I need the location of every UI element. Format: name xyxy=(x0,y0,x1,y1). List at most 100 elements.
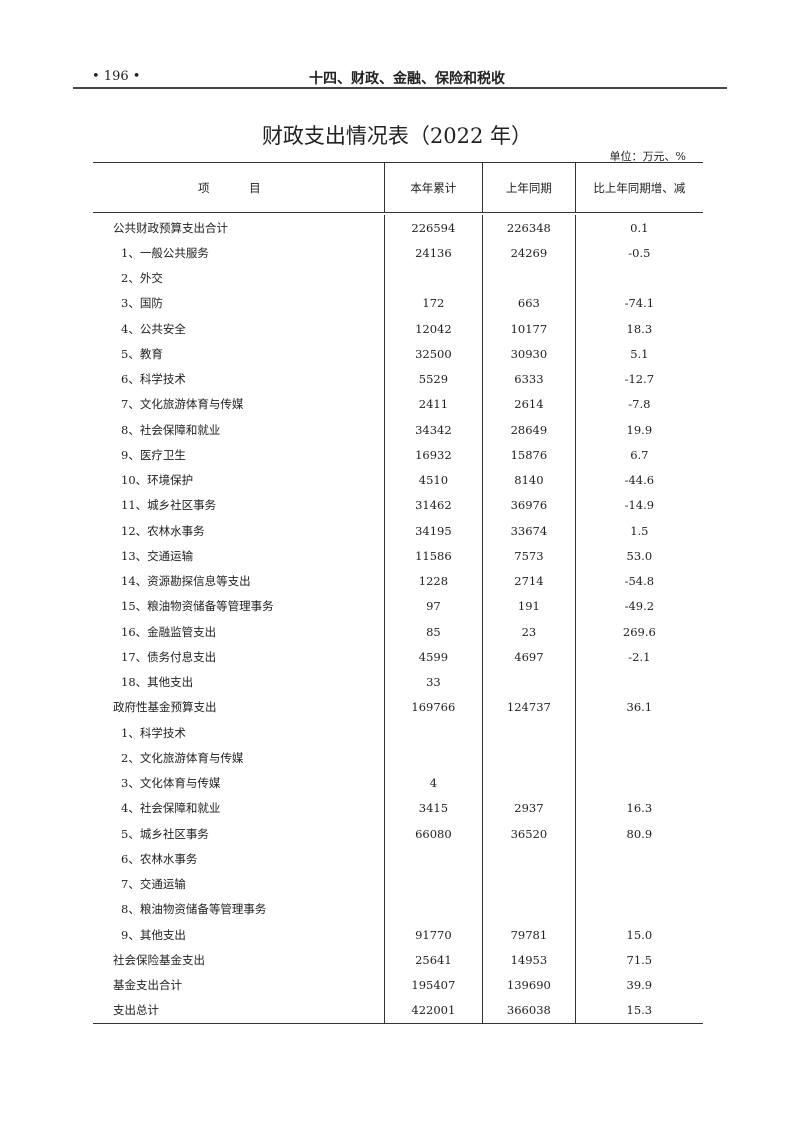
row-previous-value: 191 xyxy=(482,593,575,619)
row-item-label: 1、科学技术 xyxy=(121,725,186,740)
row-current-value: 5529 xyxy=(383,366,483,392)
row-current-value: 24136 xyxy=(383,240,483,266)
row-current-value: 16932 xyxy=(383,442,483,468)
table-row: 8、粮油物资储备等管理事务 xyxy=(93,896,703,922)
row-item-label: 2、外交 xyxy=(121,271,163,286)
row-previous-value: 6333 xyxy=(482,366,575,392)
row-previous-value: 226348 xyxy=(482,215,575,241)
row-previous-value: 139690 xyxy=(482,972,575,998)
row-previous-value: 79781 xyxy=(482,922,575,948)
row-change-value: 15.0 xyxy=(574,922,703,948)
row-item-label: 4、社会保障和就业 xyxy=(121,801,221,816)
row-change-value: -0.5 xyxy=(574,240,703,266)
row-item-label: 8、粮油物资储备等管理事务 xyxy=(121,902,267,917)
row-change-value: -49.2 xyxy=(574,593,703,619)
row-change-value: 80.9 xyxy=(574,821,703,847)
row-current-value xyxy=(383,720,483,746)
row-change-value: 19.9 xyxy=(574,417,703,443)
row-previous-value xyxy=(482,846,575,872)
row-change-value: -44.6 xyxy=(574,467,703,493)
table-row: 支出总计 422001 366038 15.3 xyxy=(93,997,703,1023)
row-item-label: 社会保险基金支出 xyxy=(113,952,205,967)
row-item-label: 5、城乡社区事务 xyxy=(121,826,209,841)
row-previous-value xyxy=(482,265,575,291)
table-row: 基金支出合计 195407 139690 39.9 xyxy=(93,972,703,998)
row-current-value: 34195 xyxy=(383,518,483,544)
row-current-value: 12042 xyxy=(383,316,483,342)
row-item-label: 14、资源勘探信息等支出 xyxy=(121,574,251,589)
column-header-change: 比上年同期增、减 xyxy=(574,163,703,212)
row-current-value: 172 xyxy=(383,290,483,316)
row-change-value: -2.1 xyxy=(574,644,703,670)
row-change-value: 39.9 xyxy=(574,972,703,998)
row-item-label: 5、教育 xyxy=(121,346,163,361)
row-change-value xyxy=(574,770,703,796)
table-row: 10、环境保护 4510 8140 -44.6 xyxy=(93,467,703,493)
row-change-value: 15.3 xyxy=(574,997,703,1023)
table-row: 18、其他支出 33 xyxy=(93,669,703,695)
header-rule xyxy=(73,87,727,89)
row-previous-value: 33674 xyxy=(482,518,575,544)
table-row: 4、社会保障和就业 3415 2937 16.3 xyxy=(93,795,703,821)
row-change-value: 1.5 xyxy=(574,518,703,544)
row-change-value xyxy=(574,846,703,872)
row-current-value: 4599 xyxy=(383,644,483,670)
page-number: • 196 • xyxy=(92,69,141,84)
row-current-value xyxy=(383,846,483,872)
row-item-label: 1、一般公共服务 xyxy=(121,245,209,260)
table-row: 6、科学技术 5529 6333 -12.7 xyxy=(93,366,703,392)
row-current-value xyxy=(383,896,483,922)
row-change-value: 5.1 xyxy=(574,341,703,367)
row-current-value: 25641 xyxy=(383,947,483,973)
row-previous-value: 366038 xyxy=(482,997,575,1023)
row-previous-value xyxy=(482,896,575,922)
row-current-value: 422001 xyxy=(383,997,483,1023)
expenditure-table: 项 目 本年累计 上年同期 比上年同期增、减 公共财政预算支出合计 226594 2… xyxy=(93,162,703,1024)
row-current-value xyxy=(383,265,483,291)
row-previous-value xyxy=(482,871,575,897)
row-change-value: 6.7 xyxy=(574,442,703,468)
chapter-heading: 十四、财政、金融、保险和税收 xyxy=(309,71,505,87)
row-item-label: 8、社会保障和就业 xyxy=(121,422,221,437)
row-current-value: 2411 xyxy=(383,391,483,417)
row-previous-value: 15876 xyxy=(482,442,575,468)
row-current-value: 85 xyxy=(383,619,483,645)
row-previous-value: 10177 xyxy=(482,316,575,342)
row-current-value: 91770 xyxy=(383,922,483,948)
row-item-label: 16、金融监管支出 xyxy=(121,624,217,639)
row-change-value xyxy=(574,896,703,922)
table-row: 5、教育 32500 30930 5.1 xyxy=(93,341,703,367)
row-previous-value: 2714 xyxy=(482,568,575,594)
table-header-row: 项 目 本年累计 上年同期 比上年同期增、减 xyxy=(93,162,703,213)
table-row: 6、农林水事务 xyxy=(93,846,703,872)
row-current-value: 31462 xyxy=(383,492,483,518)
table-row: 11、城乡社区事务 31462 36976 -14.9 xyxy=(93,492,703,518)
row-change-value xyxy=(574,720,703,746)
table-row: 13、交通运输 11586 7573 53.0 xyxy=(93,543,703,569)
row-item-label: 4、公共安全 xyxy=(121,321,186,336)
row-previous-value: 7573 xyxy=(482,543,575,569)
table-row: 4、公共安全 12042 10177 18.3 xyxy=(93,316,703,342)
table-row: 2、外交 xyxy=(93,265,703,291)
table-title: 财政支出情况表（2022 年） xyxy=(261,124,533,148)
row-previous-value: 28649 xyxy=(482,417,575,443)
row-item-label: 6、科学技术 xyxy=(121,372,186,387)
column-header-previous: 上年同期 xyxy=(482,163,575,212)
row-item-label: 17、债务付息支出 xyxy=(121,649,217,664)
row-previous-value: 663 xyxy=(482,290,575,316)
row-item-label: 6、农林水事务 xyxy=(121,851,198,866)
row-item-label: 公共财政预算支出合计 xyxy=(113,220,228,235)
table-row: 14、资源勘探信息等支出 1228 2714 -54.8 xyxy=(93,568,703,594)
table-row: 公共财政预算支出合计 226594 226348 0.1 xyxy=(93,215,703,241)
row-previous-value: 24269 xyxy=(482,240,575,266)
row-item-label: 政府性基金预算支出 xyxy=(113,700,217,715)
column-header-current: 本年累计 xyxy=(383,163,483,212)
row-current-value: 11586 xyxy=(383,543,483,569)
row-current-value: 169766 xyxy=(383,694,483,720)
row-previous-value xyxy=(482,770,575,796)
row-item-label: 3、文化体育与传媒 xyxy=(121,776,221,791)
row-current-value: 33 xyxy=(383,669,483,695)
row-item-label: 12、农林水事务 xyxy=(121,523,205,538)
table-row: 1、科学技术 xyxy=(93,720,703,746)
table-row: 3、文化体育与传媒 4 xyxy=(93,770,703,796)
